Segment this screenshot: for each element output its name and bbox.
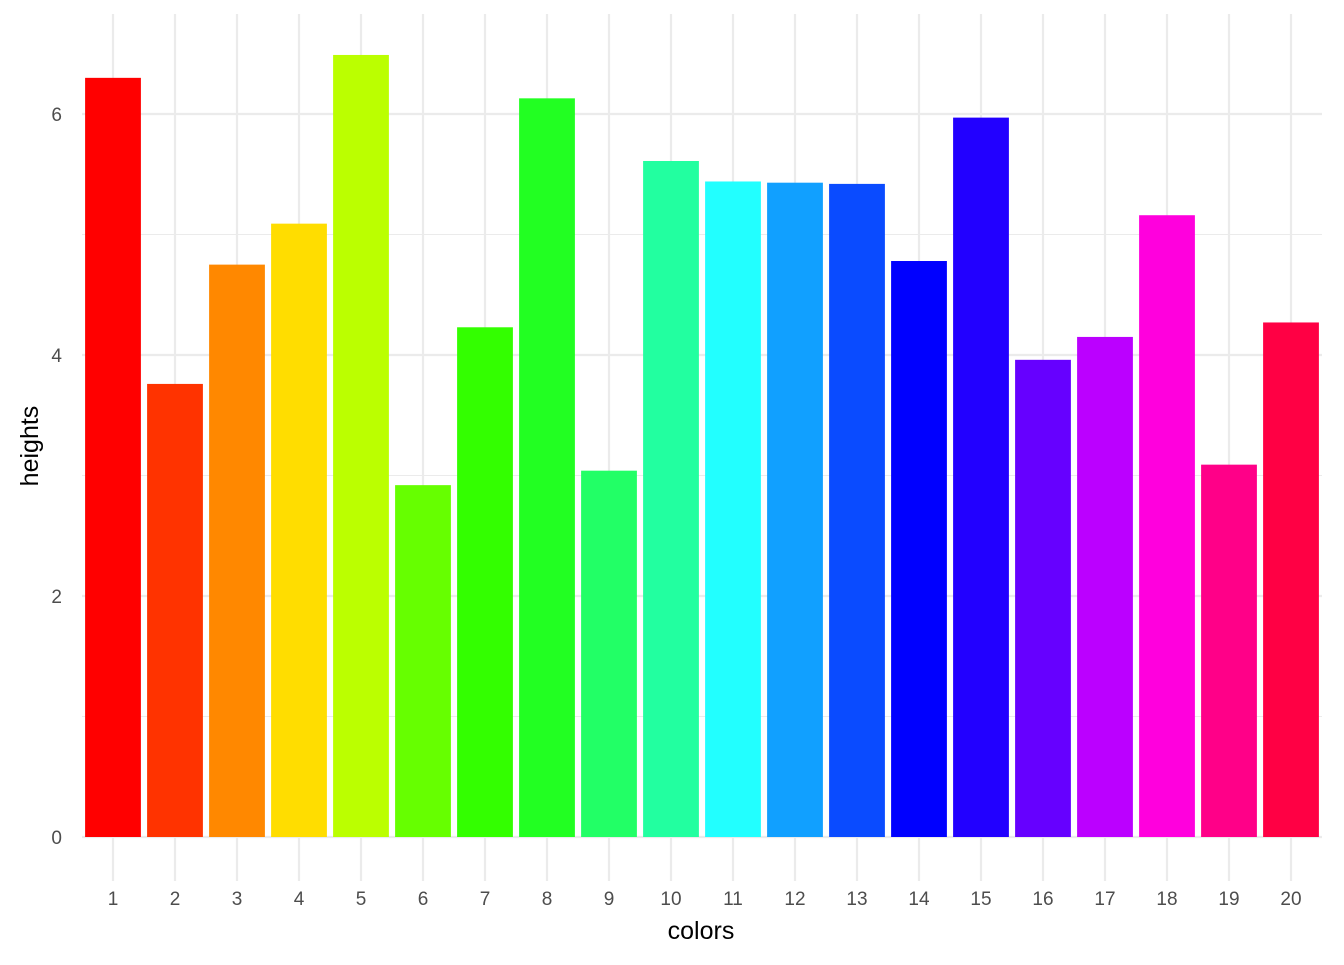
bar-17 bbox=[1077, 336, 1133, 837]
x-tick-label: 5 bbox=[356, 889, 367, 910]
x-tick-label: 4 bbox=[294, 889, 305, 910]
x-tick-label: 18 bbox=[1156, 889, 1177, 910]
y-axis-title: heights bbox=[16, 406, 44, 487]
bar-11 bbox=[705, 181, 761, 838]
grid-layer bbox=[82, 14, 1322, 881]
bar-16 bbox=[1015, 359, 1071, 837]
y-tick-label: 4 bbox=[51, 346, 62, 367]
x-tick-label: 16 bbox=[1032, 889, 1053, 910]
bar-10 bbox=[643, 160, 699, 837]
bar-18 bbox=[1139, 215, 1195, 838]
x-tick-label: 17 bbox=[1094, 889, 1115, 910]
x-tick-label: 6 bbox=[418, 889, 429, 910]
x-tick-label: 3 bbox=[232, 889, 243, 910]
x-tick-label: 20 bbox=[1280, 889, 1301, 910]
bar-3 bbox=[209, 264, 265, 837]
bar-2 bbox=[147, 383, 203, 837]
bar-5 bbox=[333, 54, 389, 837]
x-tick-label: 10 bbox=[660, 889, 681, 910]
x-tick-label: 12 bbox=[784, 889, 805, 910]
bar-6 bbox=[395, 485, 451, 837]
bar-19 bbox=[1201, 464, 1257, 837]
bar-20 bbox=[1263, 322, 1319, 838]
x-tick-label: 11 bbox=[723, 889, 743, 910]
bar-12 bbox=[767, 182, 823, 837]
x-tick-label: 8 bbox=[542, 889, 553, 910]
bar-13 bbox=[829, 183, 885, 837]
x-tick-label: 9 bbox=[604, 889, 615, 910]
x-tick-label: 13 bbox=[846, 889, 867, 910]
bar-4 bbox=[271, 223, 327, 837]
bar-7 bbox=[457, 327, 513, 837]
y-tick-label: 2 bbox=[51, 587, 62, 608]
x-axis-title: colors bbox=[668, 917, 735, 945]
y-tick-label: 0 bbox=[51, 828, 62, 849]
bar-1 bbox=[85, 77, 141, 838]
x-tick-label: 15 bbox=[970, 889, 991, 910]
bars-layer bbox=[85, 54, 1319, 838]
bar-8 bbox=[519, 98, 575, 837]
bar-14 bbox=[891, 261, 947, 837]
x-tick-label: 14 bbox=[908, 889, 930, 910]
y-tick-label: 6 bbox=[51, 105, 62, 126]
bar-9 bbox=[581, 470, 637, 837]
x-tick-label: 1 bbox=[108, 889, 119, 910]
bar-15 bbox=[953, 117, 1009, 838]
x-tick-label: 19 bbox=[1218, 889, 1239, 910]
x-tick-label: 2 bbox=[170, 889, 181, 910]
x-tick-label: 7 bbox=[480, 889, 491, 910]
